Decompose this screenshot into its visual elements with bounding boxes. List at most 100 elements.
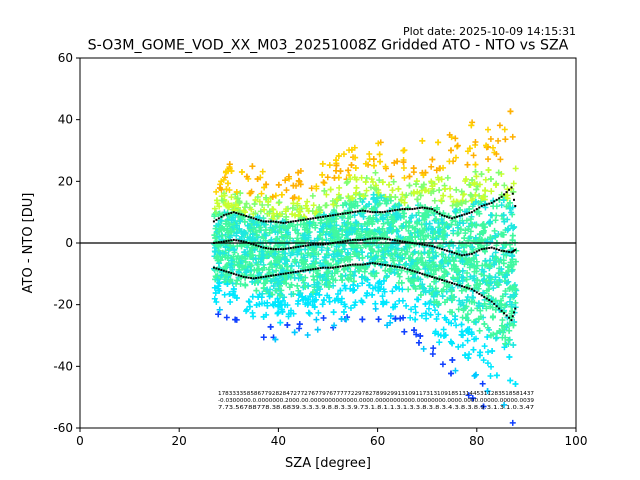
scatter-point [507,205,514,212]
series-point-mean-std [309,268,312,271]
scatter-point [469,395,476,402]
scatter-point [473,268,480,275]
scatter-point [310,202,317,209]
series-point-mean [448,250,451,253]
series-point-mean-plus-std [297,219,300,222]
scatter-point [455,244,462,251]
scatter-point [286,235,293,242]
scatter-point [349,194,356,201]
scatter-point [224,254,231,261]
scatter-point [422,310,429,317]
series-point-mean-plus-std [396,208,399,211]
scatter-point [438,259,445,266]
scatter-point [462,198,469,205]
scatter-point [426,249,433,256]
series-point-mean [227,239,230,242]
scatter-point [311,303,318,310]
series-point-mean [339,240,342,243]
scatter-point [507,108,514,115]
series-point-mean-plus-std [513,198,515,201]
scatter-point [462,352,469,359]
series-point-mean [242,240,245,243]
scatter-point [302,235,309,242]
scatter-point [419,229,426,236]
series-point-mean-plus-std [465,212,468,215]
scatter-point [360,193,367,200]
scatter-point [506,327,513,334]
scatter-point [454,142,461,149]
scatter-point [440,164,447,171]
scatter-point [481,321,488,328]
series-point-mean [374,237,377,240]
scatter-point [241,204,248,211]
scatter-point [313,296,320,303]
scatter-point [391,203,398,210]
series-point-mean-plus-std [215,218,218,221]
scatter-point [422,301,429,308]
scatter-point [400,147,407,154]
series-point-mean-std [235,273,238,276]
scatter-point [365,215,372,222]
scatter-point [449,254,456,261]
scatter-point [331,248,338,255]
scatter-point [338,256,345,263]
series-point-mean-plus-std [371,211,374,214]
scatter-point [219,197,226,204]
series-point-mean [297,245,300,248]
scatter-point [260,334,267,341]
scatter-point [295,247,302,254]
series-point-mean [217,241,220,244]
scatter-point [431,197,438,204]
x-tick-label: 40 [271,434,286,448]
y-axis-label: ATO - NTO [DU] [21,193,36,294]
scatter-point [473,186,480,193]
series-point-mean-std [401,266,404,269]
scatter-point [427,311,434,318]
scatter-point [252,255,259,262]
scatter-point [287,252,294,259]
scatter-point [264,286,271,293]
scatter-point [253,221,260,228]
scatter-point [447,185,454,192]
scatter-point [369,220,376,227]
series-point-mean-plus-std [364,210,367,213]
scatter-point [294,282,301,289]
series-point-mean [463,253,466,256]
series-point-mean-plus-std [272,220,275,223]
scatter-point [375,189,382,196]
scatter-point [429,183,436,190]
scatter-point [279,297,286,304]
series-point-mean-std [225,270,228,273]
series-point-mean [225,240,228,243]
scatter-point [502,287,509,294]
scatter-point [372,254,379,261]
scatter-point [230,286,237,293]
scatter-point [506,320,513,327]
scatter-point [449,340,456,347]
scatter-point [415,209,422,216]
series-point-mean-std [503,312,506,315]
scatter-point [410,189,417,196]
scatter-point [227,277,234,284]
scatter-point [276,223,283,230]
scatter-point [333,243,340,250]
scatter-point [446,158,453,165]
scatter-point [382,197,389,204]
scatter-point [368,176,375,183]
scatter-point [424,212,431,219]
scatter-point [457,206,464,213]
scatter-point [507,259,514,266]
series-point-mean [235,239,238,242]
scatter-point [421,216,428,223]
scatter-point [510,180,517,187]
scatter-point [430,254,437,261]
series-point-mean-std [483,295,486,298]
scatter-point [254,214,261,221]
series-point-mean-plus-std [341,212,344,215]
scatter-point [361,275,368,282]
series-point-mean [334,241,337,244]
scatter-point [461,248,468,255]
scatter-point [449,202,456,209]
series-point-mean-plus-std [354,210,357,213]
scatter-point [276,273,283,280]
